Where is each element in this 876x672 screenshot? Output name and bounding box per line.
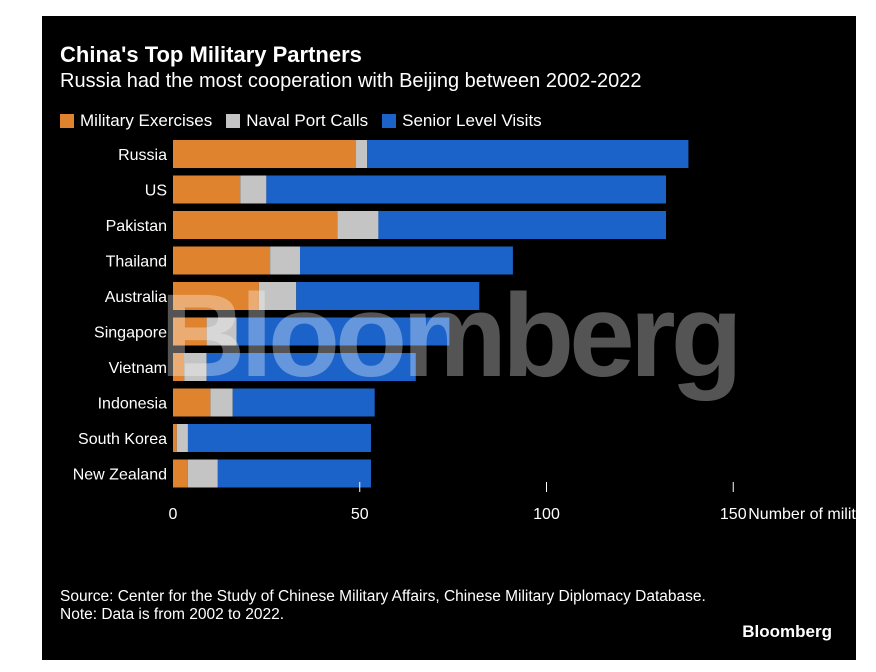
category-label-thailand: Thailand [106,254,167,271]
x-tick-label-150: 150 [720,506,747,523]
stacked-bar-chart: Russia US Pakistan Thailand Australia Singapo… [73,140,856,523]
chart-title: China's Top Military Partners [60,42,362,67]
bar-thailand-naval-port-calls [270,246,300,275]
bar-south-korea-military-exercises [173,424,177,452]
legend-label-senior-level-visits: Senior Level Visits [402,111,542,130]
bar-vietnam-military-exercises [173,353,185,381]
legend-label-military-exercises: Military Exercises [80,111,213,130]
category-label-south-korea: South Korea [78,431,167,448]
bar-vietnam-senior-level-visits [206,353,416,381]
x-tick-label-50: 50 [351,506,369,523]
bloomberg-logo: Bloomberg [742,622,832,641]
legend-label-naval-port-calls: Naval Port Calls [246,111,369,130]
bar-pakistan-senior-level-visits [378,211,667,239]
bar-thailand-military-exercises [173,246,271,275]
legend: Military Exercises Naval Port Calls Seni… [60,110,556,132]
bar-indonesia-naval-port-calls [210,388,233,417]
category-label-russia: Russia [118,147,167,164]
chart-card: China's Top Military Partners Russia had… [42,16,856,660]
bar-singapore-naval-port-calls [206,317,237,346]
bar-australia-senior-level-visits [296,282,480,310]
bar-pakistan-military-exercises [173,211,338,239]
category-label-us: US [145,183,167,200]
legend-swatch-naval-port-calls [226,114,241,128]
bar-new-zealand-senior-level-visits [217,459,371,488]
bar-pakistan-naval-port-calls [337,211,379,239]
source-note: Source: Center for the Study of Chinese … [60,588,706,605]
category-label-pakistan: Pakistan [106,218,167,235]
x-tick-label-100: 100 [533,506,560,523]
legend-swatch-military-exercises [60,114,74,128]
bar-indonesia-senior-level-visits [232,388,375,417]
data-note: Note: Data is from 2002 to 2022. [60,606,285,623]
bar-us-naval-port-calls [240,175,267,204]
x-axis-title: Number of military activities [748,506,856,523]
legend-item-senior-level-visits: Senior Level Visits [382,111,542,131]
bar-australia-naval-port-calls [258,282,297,310]
legend-item-naval-port-calls: Naval Port Calls [226,111,368,131]
category-label-vietnam: Vietnam [109,360,167,377]
x-tick-label-0: 0 [169,506,178,523]
bar-russia-naval-port-calls [356,140,368,168]
bar-singapore-senior-level-visits [236,317,450,346]
chart-subtitle: Russia had the most cooperation with Bei… [60,70,642,92]
bar-indonesia-military-exercises [173,388,211,417]
legend-swatch-senior-level-visits [382,114,397,128]
bar-australia-military-exercises [173,282,259,310]
bar-south-korea-naval-port-calls [176,424,188,452]
bar-singapore-military-exercises [173,317,207,346]
bar-new-zealand-military-exercises [173,459,188,488]
bar-south-korea-senior-level-visits [187,424,371,452]
bar-vietnam-naval-port-calls [184,353,207,381]
category-label-indonesia: Indonesia [98,396,167,413]
bar-russia-senior-level-visits [367,140,689,168]
bar-thailand-senior-level-visits [299,246,513,275]
category-label-new-zealand: New Zealand [73,467,167,484]
bar-us-military-exercises [173,175,241,204]
bar-russia-military-exercises [173,140,357,168]
bar-us-senior-level-visits [266,175,667,204]
legend-item-military-exercises: Military Exercises [60,111,212,131]
category-label-singapore: Singapore [94,325,167,342]
bar-new-zealand-naval-port-calls [187,459,218,488]
category-label-australia: Australia [105,289,167,306]
footnotes: Source: Center for the Study of Chinese … [60,588,740,624]
